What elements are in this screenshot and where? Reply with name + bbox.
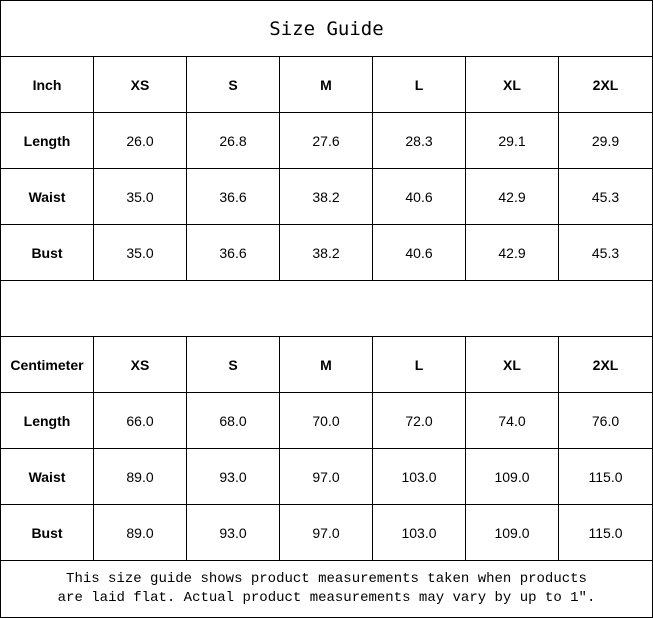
measurement-cell: 68.0 (186, 392, 280, 449)
measurement-cell: 29.1 (465, 112, 559, 169)
table-row: Bust 89.0 93.0 97.0 103.0 109.0 115.0 (0, 504, 653, 561)
row-label: Length (0, 392, 94, 449)
size-header: 2XL (558, 336, 653, 393)
measurement-cell: 76.0 (558, 392, 653, 449)
size-header: M (279, 56, 373, 113)
header-row: Inch XS S M L XL 2XL (0, 56, 653, 113)
measurement-cell: 38.2 (279, 168, 373, 225)
note-cell: This size guide shows product measuremen… (0, 560, 653, 618)
measurement-cell: 89.0 (93, 504, 187, 561)
measurement-cell: 26.8 (186, 112, 280, 169)
row-label: Waist (0, 168, 94, 225)
size-header: L (372, 336, 466, 393)
measurement-cell: 97.0 (279, 448, 373, 505)
measurement-cell: 72.0 (372, 392, 466, 449)
table-row: Waist 35.0 36.6 38.2 40.6 42.9 45.3 (0, 168, 653, 225)
table-row: Length 66.0 68.0 70.0 72.0 74.0 76.0 (0, 392, 653, 449)
measurement-cell: 70.0 (279, 392, 373, 449)
measurement-cell: 74.0 (465, 392, 559, 449)
measurement-cell: 29.9 (558, 112, 653, 169)
measurement-cell: 103.0 (372, 448, 466, 505)
header-row: Centimeter XS S M L XL 2XL (0, 336, 653, 393)
measurement-cell: 36.6 (186, 168, 280, 225)
measurement-cell: 109.0 (465, 504, 559, 561)
measurement-cell: 66.0 (93, 392, 187, 449)
row-label: Waist (0, 448, 94, 505)
spacer-cell (0, 280, 653, 337)
unit-header: Centimeter (0, 336, 94, 393)
size-header: XS (93, 56, 187, 113)
measurement-cell: 36.6 (186, 224, 280, 281)
note-line-1: This size guide shows product measuremen… (66, 571, 587, 587)
size-header: S (186, 56, 280, 113)
size-header: XL (465, 56, 559, 113)
measurement-cell: 42.9 (465, 168, 559, 225)
row-label: Length (0, 112, 94, 169)
size-header: S (186, 336, 280, 393)
measurement-cell: 27.6 (279, 112, 373, 169)
row-label: Bust (0, 504, 94, 561)
measurement-cell: 40.6 (372, 224, 466, 281)
size-header: M (279, 336, 373, 393)
table-row: Length 26.0 26.8 27.6 28.3 29.1 29.9 (0, 112, 653, 169)
table-row: Bust 35.0 36.6 38.2 40.6 42.9 45.3 (0, 224, 653, 281)
row-label: Bust (0, 224, 94, 281)
size-header: XL (465, 336, 559, 393)
measurement-cell: 93.0 (186, 448, 280, 505)
note-row: This size guide shows product measuremen… (0, 560, 653, 618)
title-row: Size Guide (0, 0, 653, 57)
size-header: XS (93, 336, 187, 393)
measurement-cell: 35.0 (93, 224, 187, 281)
spacer-row (0, 280, 653, 337)
table-row: Waist 89.0 93.0 97.0 103.0 109.0 115.0 (0, 448, 653, 505)
measurement-cell: 26.0 (93, 112, 187, 169)
measurement-cell: 45.3 (558, 168, 653, 225)
measurement-cell: 35.0 (93, 168, 187, 225)
unit-header: Inch (0, 56, 94, 113)
measurement-cell: 38.2 (279, 224, 373, 281)
measurement-cell: 115.0 (558, 448, 653, 505)
note-line-2: are laid flat. Actual product measuremen… (57, 590, 596, 606)
size-header: L (372, 56, 466, 113)
measurement-cell: 97.0 (279, 504, 373, 561)
measurement-cell: 103.0 (372, 504, 466, 561)
size-header: 2XL (558, 56, 653, 113)
measurement-cell: 28.3 (372, 112, 466, 169)
measurement-cell: 45.3 (558, 224, 653, 281)
measurement-cell: 40.6 (372, 168, 466, 225)
measurement-cell: 109.0 (465, 448, 559, 505)
measurement-cell: 93.0 (186, 504, 280, 561)
measurement-cell: 115.0 (558, 504, 653, 561)
measurement-cell: 89.0 (93, 448, 187, 505)
table-title: Size Guide (0, 0, 653, 57)
measurement-cell: 42.9 (465, 224, 559, 281)
